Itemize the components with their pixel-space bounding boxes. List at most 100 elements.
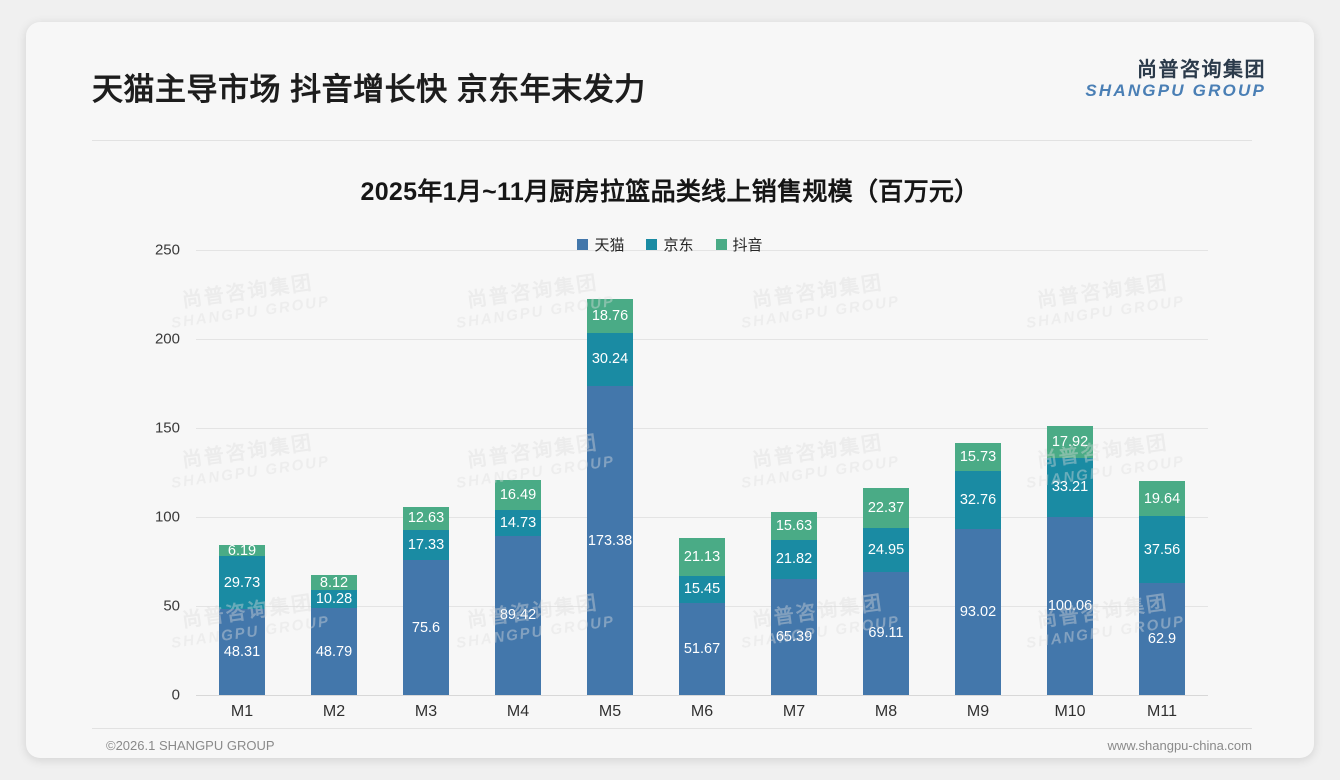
bar-segment-京东[interactable]: 10.28	[311, 589, 357, 609]
bar-segment-天猫[interactable]: 173.38	[587, 386, 633, 695]
bar-segment-京东[interactable]: 14.73	[495, 509, 541, 536]
x-axis-tick-label: M3	[414, 703, 438, 720]
bar-value-label: 48.79	[315, 643, 353, 660]
bar-column-M5[interactable]: 18.76 30.24 173.38	[587, 250, 633, 695]
x-axis-tick-label: M1	[230, 703, 254, 720]
bar-value-label: 17.92	[1051, 433, 1089, 450]
bar-segment-抖音[interactable]: 15.63	[771, 511, 817, 540]
bars-container: 6.19 29.73 48.31 8.12 10.28 48.79 12.63 17.33 75…	[196, 250, 1208, 695]
footer-website: www.shangpu-china.com	[1107, 738, 1252, 753]
bar-column-M6[interactable]: 21.13 15.45 51.67	[679, 250, 725, 695]
bar-value-label: 18.76	[591, 307, 629, 324]
bar-value-label: 173.38	[587, 532, 633, 549]
bar-value-label: 21.13	[683, 548, 721, 565]
bar-segment-京东[interactable]: 17.33	[403, 529, 449, 561]
bar-value-label: 15.63	[775, 517, 813, 534]
page-title: 天猫主导市场 抖音增长快 京东年末发力	[92, 72, 646, 107]
bar-value-label: 24.95	[867, 541, 905, 558]
bar-value-label: 69.11	[868, 625, 904, 642]
bar-column-M10[interactable]: 17.92 33.21 100.06	[1047, 250, 1093, 695]
bar-segment-天猫[interactable]: 62.9	[1139, 583, 1185, 695]
bar-segment-天猫[interactable]: 100.06	[1047, 516, 1093, 695]
bar-segment-抖音[interactable]: 12.63	[403, 507, 449, 530]
legend-item-天猫[interactable]: 天猫	[577, 234, 624, 255]
x-axis: M1 M2 M3 M4 M5 M6 M7 M8 M9 M10 M11	[196, 695, 1208, 729]
bar-segment-抖音[interactable]: 22.37	[863, 487, 909, 528]
bar-segment-京东[interactable]: 32.76	[955, 471, 1001, 530]
bar-value-label: 29.73	[223, 574, 261, 591]
bar-segment-抖音[interactable]: 17.92	[1047, 425, 1093, 458]
bar-segment-京东[interactable]: 24.95	[863, 527, 909, 572]
bar-segment-京东[interactable]: 30.24	[587, 332, 633, 387]
bar-value-label: 12.63	[407, 510, 445, 527]
header-divider	[92, 140, 1252, 141]
bar-column-M3[interactable]: 12.63 17.33 75.6	[403, 250, 449, 695]
y-axis: 250 200 150 100 50 0	[138, 242, 190, 704]
brand-logo-cn: 尚普咨询集团	[1137, 59, 1266, 81]
bar-value-label: 51.67	[683, 641, 721, 658]
bar-column-M7[interactable]: 15.63 21.82 65.39	[771, 250, 817, 695]
bar-segment-京东[interactable]: 33.21	[1047, 457, 1093, 517]
bar-value-label: 30.24	[591, 351, 629, 368]
bar-value-label: 10.28	[315, 591, 353, 607]
bar-segment-天猫[interactable]: 75.6	[403, 560, 449, 695]
bar-segment-抖音[interactable]: 15.73	[955, 443, 1001, 472]
bar-segment-京东[interactable]: 15.45	[679, 575, 725, 604]
legend-item-京东[interactable]: 京东	[646, 234, 694, 255]
brand-logo-en: SHANGPU GROUP	[1085, 80, 1266, 100]
x-axis-tick-label: M6	[690, 703, 714, 720]
bar-value-label: 16.49	[499, 486, 537, 503]
bar-segment-天猫[interactable]: 69.11	[863, 571, 909, 695]
bar-value-label: 48.31	[223, 644, 261, 660]
bar-segment-抖音[interactable]: 18.76	[587, 299, 633, 333]
bar-value-label: 15.45	[683, 581, 721, 598]
y-axis-tick-label: 150	[154, 419, 180, 437]
bar-column-M9[interactable]: 15.73 32.76 93.02	[955, 250, 1001, 695]
bar-column-M4[interactable]: 16.49 14.73 89.42	[495, 250, 541, 695]
y-axis-tick-label: 0	[171, 686, 180, 704]
y-axis-tick-label: 200	[154, 330, 180, 348]
bar-segment-抖音[interactable]: 19.64	[1139, 481, 1185, 517]
bar-segment-抖音[interactable]: 6.19	[219, 542, 265, 559]
bar-value-label: 100.06	[1047, 597, 1093, 614]
bar-column-M11[interactable]: 19.64 37.56 62.9	[1139, 250, 1185, 695]
bar-segment-京东[interactable]: 29.73	[219, 556, 265, 610]
chart-legend: 天猫 京东 抖音	[26, 234, 1314, 255]
bar-value-label: 8.12	[319, 574, 349, 591]
bar-segment-天猫[interactable]: 65.39	[771, 578, 817, 695]
y-axis-tick-label: 100	[154, 508, 180, 526]
chart-title: 2025年1月~11月厨房拉篮品类线上销售规模（百万元）	[360, 178, 980, 206]
legend-label: 天猫	[594, 237, 625, 254]
slide-header: 天猫主导市场 抖音增长快 京东年末发力 尚普咨询集团 SHANGPU GROUP	[26, 22, 1314, 141]
bar-segment-京东[interactable]: 37.56	[1139, 516, 1185, 584]
bar-column-M1[interactable]: 6.19 29.73 48.31	[219, 250, 265, 695]
bar-segment-天猫[interactable]: 48.31	[219, 609, 265, 695]
bar-value-label: 6.19	[227, 542, 257, 559]
x-axis-tick-label: M7	[782, 703, 806, 720]
legend-item-抖音[interactable]: 抖音	[715, 234, 763, 255]
slide-container: 天猫主导市场 抖音增长快 京东年末发力 尚普咨询集团 SHANGPU GROUP…	[26, 22, 1314, 758]
bar-segment-天猫[interactable]: 93.02	[955, 529, 1001, 695]
x-axis-tick-label: M4	[506, 703, 530, 720]
bar-segment-天猫[interactable]: 48.79	[311, 608, 357, 695]
bar-value-label: 75.6	[411, 619, 441, 636]
x-axis-tick-label: M10	[1054, 703, 1086, 720]
bar-segment-天猫[interactable]: 89.42	[495, 535, 541, 695]
bar-value-label: 17.33	[407, 537, 445, 554]
bar-value-label: 15.73	[959, 449, 997, 466]
footer-divider	[92, 728, 1252, 729]
bar-segment-抖音[interactable]: 16.49	[495, 480, 541, 510]
bar-value-label: 65.39	[775, 628, 813, 645]
bar-column-M8[interactable]: 22.37 24.95 69.11	[863, 250, 909, 695]
bar-column-M2[interactable]: 8.12 10.28 48.79	[311, 250, 357, 695]
bar-segment-抖音[interactable]: 21.13	[679, 537, 725, 576]
bar-segment-京东[interactable]: 21.82	[771, 539, 817, 579]
bar-value-label: 33.21	[1051, 479, 1089, 496]
legend-swatch-icon	[715, 239, 727, 250]
bar-segment-天猫[interactable]: 51.67	[679, 603, 725, 695]
x-axis-tick-label: M2	[322, 703, 346, 720]
grid-line	[196, 695, 1208, 696]
bar-value-label: 22.37	[867, 499, 905, 516]
brand-logo: 尚普咨询集团 SHANGPU GROUP	[1085, 59, 1266, 100]
bar-segment-抖音[interactable]: 8.12	[311, 574, 357, 591]
